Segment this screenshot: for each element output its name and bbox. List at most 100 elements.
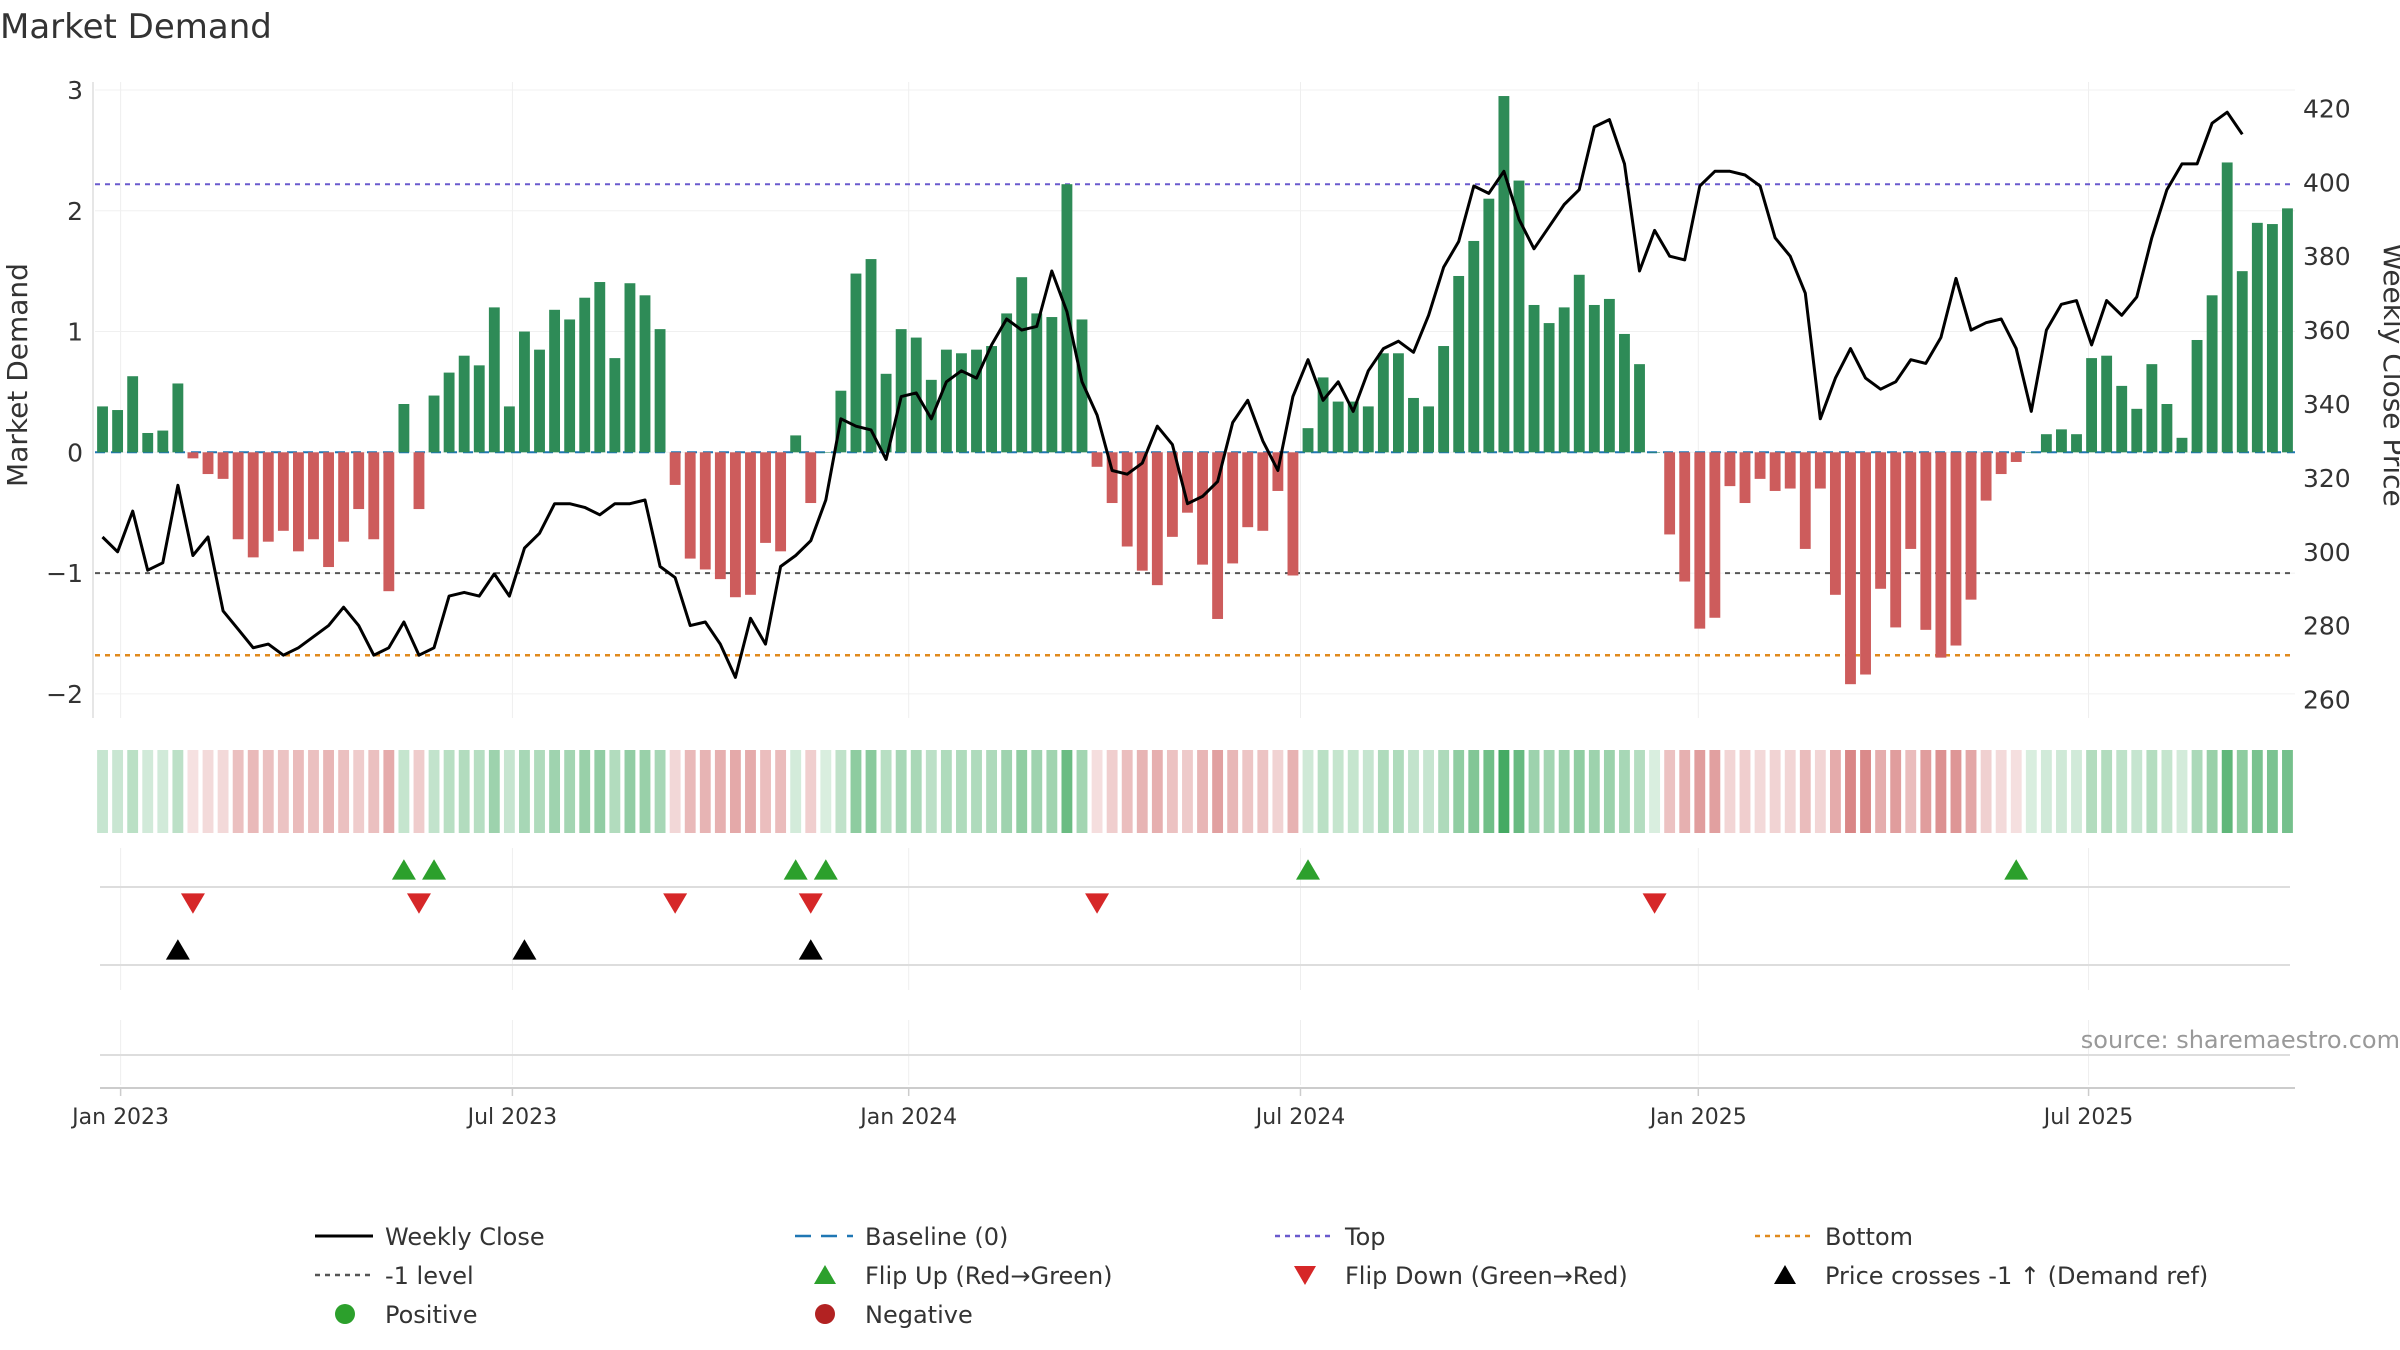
strip-cell [1649, 750, 1661, 833]
strip-cell [97, 750, 108, 833]
demand-bar-positive [503, 406, 515, 453]
demand-bar-positive [1498, 96, 1510, 453]
strip-cell [1106, 750, 1118, 833]
legend-item: Negative [815, 1301, 973, 1329]
event-markers [165, 859, 2029, 960]
x-tick-label: Jan 2023 [70, 1105, 169, 1130]
demand-bar-negative [308, 452, 319, 540]
strip-cell [534, 750, 545, 833]
demand-bar-positive [594, 282, 606, 453]
demand-bar-negative [1754, 452, 1766, 479]
demand-bar-positive [1513, 180, 1525, 453]
demand-bar-positive [1603, 298, 1615, 453]
reference-lines [95, 183, 2295, 657]
demand-bar-negative [1166, 452, 1178, 537]
price-line-layer [101, 110, 2244, 679]
demand-bar-negative [1287, 452, 1299, 576]
demand-bar-negative [1965, 452, 1977, 600]
demand-bar-positive [971, 349, 982, 453]
demand-bar-negative [1905, 452, 1917, 549]
demand-bar-negative [1980, 452, 1992, 501]
legend-label: Baseline (0) [865, 1223, 1008, 1251]
legend-item: Weekly Close [315, 1223, 545, 1251]
demand-bar-positive [1016, 277, 1028, 453]
demand-bar-positive [1649, 452, 1661, 453]
strip-cell [1845, 750, 1856, 833]
y-axis-left-label: Market Demand [1, 263, 34, 487]
strip-cell [1860, 750, 1871, 833]
strip-cell [1528, 750, 1540, 833]
strip-cell [714, 750, 726, 833]
strip-cell [1197, 750, 1208, 833]
demand-bar-negative [1935, 452, 1947, 658]
demand-bar-positive [1558, 307, 1570, 453]
strip-cell [940, 750, 952, 833]
demand-bar-positive [1423, 406, 1434, 453]
demand-bar-positive [1393, 353, 1404, 453]
demand-bar-negative [262, 452, 274, 542]
strip-cell [232, 750, 244, 833]
strip-cell [1679, 750, 1691, 833]
demand-bar-positive [1031, 313, 1043, 453]
strip-cell [1875, 750, 1887, 833]
demand-bar-negative [1709, 452, 1721, 618]
strip-cell [895, 750, 907, 833]
strip-cell [2086, 750, 2097, 833]
demand-bar-positive [790, 435, 802, 453]
strip-cell [172, 750, 184, 833]
strip-cell [2056, 750, 2067, 833]
strip-cell [368, 750, 380, 833]
strip-cell [1498, 750, 1510, 833]
strip-cell [157, 750, 169, 833]
demand-bar-negative [1845, 452, 1856, 685]
strip-cell [473, 750, 485, 833]
flip-up-marker [2004, 859, 2029, 880]
strip-cell [1799, 750, 1811, 833]
demand-bar-negative [1769, 452, 1781, 491]
strip-cell [443, 750, 455, 833]
strip-cell [594, 750, 606, 833]
strip-cell [880, 750, 892, 833]
y-tick-label-right: 280 [2303, 612, 2351, 641]
demand-bar-positive [488, 307, 500, 453]
demand-bar-positive [624, 283, 636, 453]
demand-bar-positive [2056, 429, 2067, 453]
strip-cell [308, 750, 319, 833]
strip-cell [1995, 750, 2007, 833]
demand-bar-positive [157, 430, 169, 453]
y-tick-label-right: 360 [2303, 316, 2351, 345]
demand-bar-negative [1197, 452, 1208, 565]
legend-label: Top [1344, 1223, 1386, 1251]
legend-label: Price crosses -1 ↑ (Demand ref) [1825, 1262, 2208, 1290]
y-tick-label-left: −2 [46, 680, 83, 709]
strip-cell [775, 750, 787, 833]
demand-bar-negative [1739, 452, 1751, 504]
strip-cell [654, 750, 666, 833]
price-cross-marker [512, 939, 537, 960]
demand-bar-negative [1920, 452, 1932, 630]
price-cross-marker [165, 939, 190, 960]
demand-bar-negative [383, 452, 395, 592]
demand-bar-positive [956, 353, 967, 453]
legend: Weekly Close Baseline (0) Top Bottom -1 leve… [315, 1223, 2208, 1329]
strip-cell [956, 750, 967, 833]
strip-cell [2191, 750, 2203, 833]
demand-bar-positive [850, 273, 862, 453]
demand-bar-negative [1950, 452, 1962, 646]
x-tick-label: Jul 2023 [466, 1105, 558, 1130]
demand-bar-positive [519, 331, 530, 453]
demand-bar-positive [1302, 428, 1314, 453]
strip-cell [1046, 750, 1058, 833]
demand-bar-negative [745, 452, 756, 595]
strip-cell [277, 750, 289, 833]
demand-bar-positive [2101, 355, 2113, 453]
strip-cell [293, 750, 304, 833]
y-tick-label-right: 400 [2303, 168, 2351, 197]
flip-up-marker [783, 859, 808, 880]
strip-cell [2040, 750, 2052, 833]
strip-cell [2131, 750, 2143, 833]
demand-bar-positive [2025, 452, 2037, 453]
demand-bar-positive [2131, 408, 2143, 453]
strip-cell [2266, 750, 2278, 833]
